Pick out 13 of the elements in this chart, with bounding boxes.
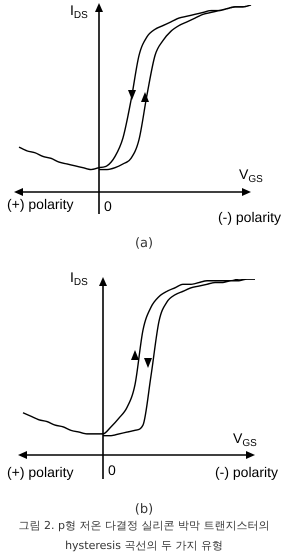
- text: (+) polarity: [7, 464, 74, 480]
- text: 0: [104, 198, 112, 214]
- text: 0: [108, 462, 116, 478]
- text: (+) polarity: [7, 196, 74, 212]
- x-axis-title: V$_{GS}$: [239, 166, 263, 185]
- text: (b): [134, 501, 154, 519]
- text: (a): [134, 235, 154, 253]
- x-axis-title: V$_{GS}$: [233, 430, 257, 449]
- y-axis-title: I$_{DS}$: [70, 269, 88, 288]
- caption: 그림 2. p형 저온 다결정 실리콘 박막 트랜지스터의 hysteresis 곡선의 두 가지 유형: [18, 518, 270, 553]
- text: (-) polarity: [215, 464, 278, 480]
- y-axis-title: I$_{DS}$: [70, 2, 88, 21]
- text: (-) polarity: [218, 209, 282, 225]
